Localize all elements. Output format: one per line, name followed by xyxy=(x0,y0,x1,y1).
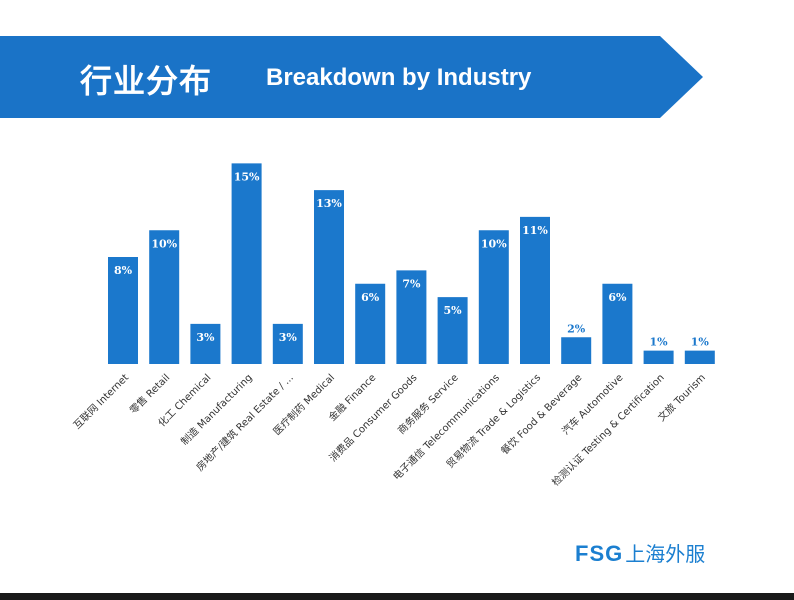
logo-brand: FSG xyxy=(575,541,624,566)
bar-5 xyxy=(314,190,344,364)
bar-1 xyxy=(149,230,180,364)
bar-value-label-10: 11% xyxy=(522,224,548,237)
bar-value-label-0: 8% xyxy=(114,264,133,277)
bar-0 xyxy=(108,257,138,364)
bar-value-label-13: 1% xyxy=(650,336,669,349)
bar-2 xyxy=(190,323,221,364)
bar-value-label-9: 10% xyxy=(481,237,507,250)
page-title-cn: 行业分布 xyxy=(80,62,213,100)
bar-6 xyxy=(355,283,386,364)
bar-value-label-7: 7% xyxy=(402,277,421,290)
bar-value-label-12: 6% xyxy=(608,291,627,304)
page-title-en: Breakdown by Industry xyxy=(266,64,532,91)
bar-7 xyxy=(396,270,427,364)
category-label-3: 制造 Manufacturing xyxy=(178,371,255,448)
bar-9 xyxy=(478,230,509,364)
company-logo: FSG 上海外服 xyxy=(575,538,705,567)
bar-value-label-2: 3% xyxy=(196,331,215,344)
bar-value-label-5: 13% xyxy=(316,197,342,210)
bar-value-label-6: 6% xyxy=(361,291,380,304)
bar-3 xyxy=(231,163,262,364)
bar-value-label-11: 2% xyxy=(567,322,586,335)
bar-value-label-8: 5% xyxy=(444,304,463,317)
banner-arrow-shape xyxy=(0,36,703,118)
bar-value-label-14: 1% xyxy=(691,336,710,349)
category-label-0: 互联网 Internet xyxy=(71,372,131,432)
bar-14 xyxy=(684,350,715,364)
bar-value-label-1: 10% xyxy=(151,237,177,250)
bar-value-label-4: 3% xyxy=(279,331,298,344)
category-label-11: 餐饮 Food & Beverage xyxy=(498,371,584,457)
bar-8 xyxy=(437,297,468,364)
bar-value-label-3: 15% xyxy=(234,170,260,183)
bar-12 xyxy=(602,283,633,364)
bar-11 xyxy=(561,337,592,364)
bottom-border xyxy=(0,593,794,600)
bar-13 xyxy=(643,350,674,364)
title-banner xyxy=(0,36,703,118)
logo-brand-cn: 上海外服 xyxy=(625,542,706,566)
category-label-1: 零售 Retail xyxy=(127,371,173,417)
bar-10 xyxy=(520,216,550,364)
bar-4 xyxy=(272,323,303,364)
